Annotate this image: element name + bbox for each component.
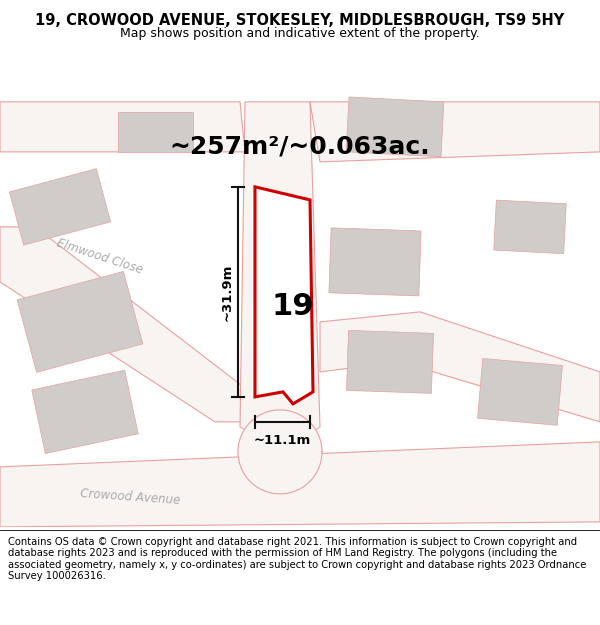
Text: Map shows position and indicative extent of the property.: Map shows position and indicative extent… xyxy=(120,28,480,41)
Text: ~31.9m: ~31.9m xyxy=(221,263,234,321)
Text: 19: 19 xyxy=(272,292,314,321)
Polygon shape xyxy=(329,228,421,296)
Text: Contains OS data © Crown copyright and database right 2021. This information is : Contains OS data © Crown copyright and d… xyxy=(8,537,586,581)
Polygon shape xyxy=(32,370,138,454)
Polygon shape xyxy=(310,102,600,162)
Polygon shape xyxy=(0,227,250,422)
Polygon shape xyxy=(478,359,562,425)
Text: ~11.1m: ~11.1m xyxy=(254,434,311,447)
Polygon shape xyxy=(240,102,320,442)
Polygon shape xyxy=(238,410,322,494)
Text: 19, CROWOOD AVENUE, STOKESLEY, MIDDLESBROUGH, TS9 5HY: 19, CROWOOD AVENUE, STOKESLEY, MIDDLESBR… xyxy=(35,13,565,28)
Polygon shape xyxy=(0,442,600,527)
Text: ~257m²/~0.063ac.: ~257m²/~0.063ac. xyxy=(170,135,430,159)
Polygon shape xyxy=(346,331,434,393)
Polygon shape xyxy=(10,169,110,245)
Polygon shape xyxy=(320,312,600,422)
Polygon shape xyxy=(346,97,444,157)
Text: Elmwood Close: Elmwood Close xyxy=(55,237,145,277)
Polygon shape xyxy=(17,271,143,372)
Polygon shape xyxy=(494,200,566,254)
Polygon shape xyxy=(0,102,245,152)
Polygon shape xyxy=(255,187,313,404)
Text: Crowood Avenue: Crowood Avenue xyxy=(80,487,181,507)
Polygon shape xyxy=(118,112,193,152)
